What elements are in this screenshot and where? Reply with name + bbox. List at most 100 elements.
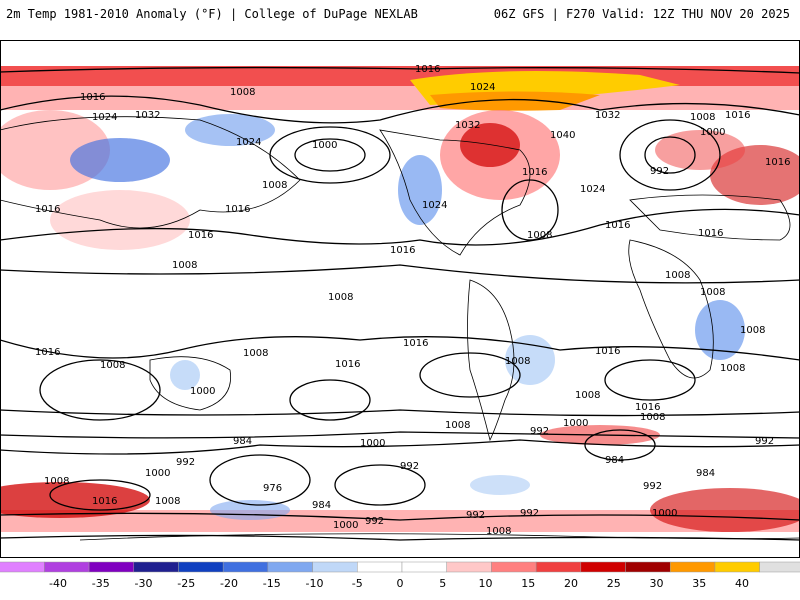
color-scale-tick-label: 35 — [692, 577, 707, 590]
color-scale-tick-label: 15 — [521, 577, 536, 590]
isobar-label: 992 — [650, 166, 669, 177]
color-scale-tick-label: 20 — [564, 577, 578, 590]
isobar-label: 1008 — [575, 390, 600, 401]
isobar-label: 1016 — [605, 220, 630, 231]
isobar-label: 1024 — [422, 200, 447, 211]
color-scale-tick-label: -15 — [262, 577, 281, 590]
isobar-label: 1000 — [333, 520, 358, 531]
isobar-label: 984 — [312, 500, 331, 511]
color-scale-tick-label: 10 — [478, 577, 493, 590]
color-scale-tick-label: 25 — [606, 577, 621, 590]
isobar-label: 1016 — [390, 245, 415, 256]
isobar-label: 1016 — [225, 204, 250, 215]
isobar-label: 1016 — [92, 496, 117, 507]
color-scale-tick-label: -25 — [177, 577, 196, 590]
color-scale-tick-label: -30 — [134, 577, 153, 590]
color-swatch — [625, 561, 671, 573]
isobar-label: 1000 — [563, 418, 588, 429]
color-swatch — [446, 561, 492, 573]
isobar-label: 992 — [520, 508, 539, 519]
isobar-label: 1008 — [243, 348, 268, 359]
isobar-label: 1008 — [527, 230, 552, 241]
isobar-label: 1008 — [445, 420, 470, 431]
color-scale-tick-label: 30 — [649, 577, 664, 590]
isobar-label: 992 — [530, 426, 549, 437]
isobar-label: 1040 — [550, 130, 575, 141]
isobar-label: 1024 — [580, 184, 605, 195]
isobar-label: 1008 — [690, 112, 715, 123]
anomaly-shading — [0, 66, 800, 532]
isobar-label: 1024 — [92, 112, 117, 123]
color-scale-tick-label: -40 — [49, 577, 67, 590]
isobar-label: 1032 — [455, 120, 480, 131]
isobar-label: 1000 — [312, 140, 337, 151]
isobar-label: 1008 — [230, 87, 255, 98]
isobar-label: 1000 — [145, 468, 170, 479]
isobar-label: 1024 — [236, 137, 261, 148]
color-swatch — [535, 561, 582, 573]
color-swatch — [580, 561, 626, 573]
isobar-label: 1008 — [44, 476, 69, 487]
color-swatch — [267, 561, 313, 573]
color-swatch — [357, 561, 403, 573]
color-scale-tick-label: 0 — [396, 577, 404, 590]
isobar-label: 992 — [643, 481, 662, 492]
map-title: 2m Temp 1981-2010 Anomaly (°F) | College… — [6, 7, 418, 21]
isobar-label: 1008 — [100, 360, 125, 371]
color-scale-tick-label: -20 — [220, 577, 238, 590]
isobar-label: 1016 — [725, 110, 750, 121]
color-swatch — [759, 561, 800, 573]
color-scale-bar — [0, 561, 800, 573]
isobar-label: 1016 — [698, 228, 723, 239]
isobar-label: 1008 — [700, 287, 725, 298]
isobar-label: 1000 — [190, 386, 215, 397]
color-swatch — [88, 561, 135, 573]
isobar-label: 992 — [755, 436, 774, 447]
color-scale-legend: -40 -35 -30 -25 -20 -15 -10 -5 0 5 10 15 20 25 30 35 40 — [0, 560, 800, 600]
isobar-label: 1016 — [765, 157, 790, 168]
isobar-label: 1016 — [403, 338, 428, 349]
isobar-label: 984 — [233, 436, 252, 447]
isobar-label: 1016 — [335, 359, 360, 370]
isobar-label: 1008 — [640, 412, 665, 423]
header-bar: 2m Temp 1981-2010 Anomaly (°F) | College… — [0, 0, 800, 30]
model-run-info: 06Z GFS | F270 Valid: 12Z THU NOV 20 202… — [493, 7, 790, 21]
isobar-label: 1000 — [652, 508, 677, 519]
isobar-label: 1016 — [522, 167, 547, 178]
isobars — [0, 66, 800, 541]
isobar-label: 992 — [176, 457, 195, 468]
isobar-label: 992 — [400, 461, 419, 472]
isobar-label: 1016 — [35, 347, 60, 358]
isobar-label: 1016 — [415, 64, 440, 75]
color-scale-tick-label: 5 — [439, 577, 447, 590]
color-scale-tick-label: -5 — [351, 577, 363, 590]
isobar-label: 992 — [466, 510, 485, 521]
isobar-label: 1016 — [595, 346, 620, 357]
weather-map[interactable]: 1016 1024 1032 1016 1008 1024 1000 1024 … — [0, 40, 800, 558]
isobar-label: 1008 — [720, 363, 745, 374]
isobar-label: 1008 — [262, 180, 287, 191]
color-swatch — [669, 561, 716, 573]
color-swatch — [312, 561, 358, 573]
isobar-labels: 1016 1024 1032 1016 1008 1024 1000 1024 … — [35, 64, 790, 537]
color-scale-tick-label: -10 — [305, 577, 324, 590]
color-scale-tick-label: -35 — [91, 577, 110, 590]
isobar-label: 984 — [696, 468, 715, 479]
isobar-label: 976 — [263, 483, 282, 494]
isobar-label: 1008 — [505, 356, 530, 367]
isobar-label: 1016 — [35, 204, 60, 215]
isobar-label: 1008 — [328, 292, 353, 303]
isobar-label: 984 — [605, 455, 624, 466]
color-swatch — [222, 561, 269, 573]
isobar-label: 1032 — [135, 110, 160, 121]
isobar-label: 1016 — [80, 92, 105, 103]
isobar-label: 1032 — [595, 110, 620, 121]
isobar-label: 1016 — [188, 230, 213, 241]
isobar-label: 1000 — [360, 438, 385, 449]
isobar-label: 1008 — [486, 526, 511, 537]
color-swatch — [0, 561, 45, 573]
color-swatch — [178, 561, 224, 573]
isobar-label: 992 — [365, 516, 384, 527]
color-scale-tick-label: 40 — [735, 577, 749, 590]
color-swatch — [44, 561, 90, 573]
